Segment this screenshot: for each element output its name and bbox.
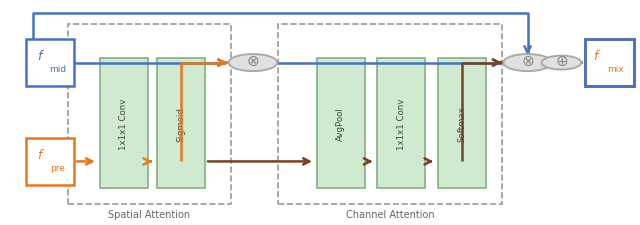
FancyBboxPatch shape [378,59,426,189]
FancyBboxPatch shape [26,40,74,87]
FancyBboxPatch shape [100,59,148,189]
Text: $\oplus$: $\oplus$ [555,54,568,69]
Text: mid: mid [49,64,66,73]
Text: pre: pre [50,163,65,172]
Text: Sigmoid: Sigmoid [177,106,186,141]
Circle shape [541,56,581,70]
Text: mix: mix [607,64,624,73]
Text: Channel Attention: Channel Attention [346,209,435,219]
Text: AvgPool: AvgPool [336,107,345,140]
Text: 1x1x1 Conv: 1x1x1 Conv [397,98,406,149]
Text: $\otimes$: $\otimes$ [246,54,260,69]
Circle shape [503,55,552,72]
Text: $f$: $f$ [593,49,600,63]
Text: $f$: $f$ [37,147,45,161]
Circle shape [228,55,277,72]
FancyBboxPatch shape [157,59,205,189]
FancyBboxPatch shape [317,59,365,189]
Text: Softmax: Softmax [458,106,467,142]
FancyBboxPatch shape [438,59,486,189]
Text: 1x1x1 Conv: 1x1x1 Conv [119,98,128,149]
Text: $\otimes$: $\otimes$ [521,54,534,69]
Text: Spatial Attention: Spatial Attention [108,209,190,219]
FancyBboxPatch shape [26,138,74,185]
Text: $f$: $f$ [37,49,45,63]
FancyBboxPatch shape [585,40,634,87]
